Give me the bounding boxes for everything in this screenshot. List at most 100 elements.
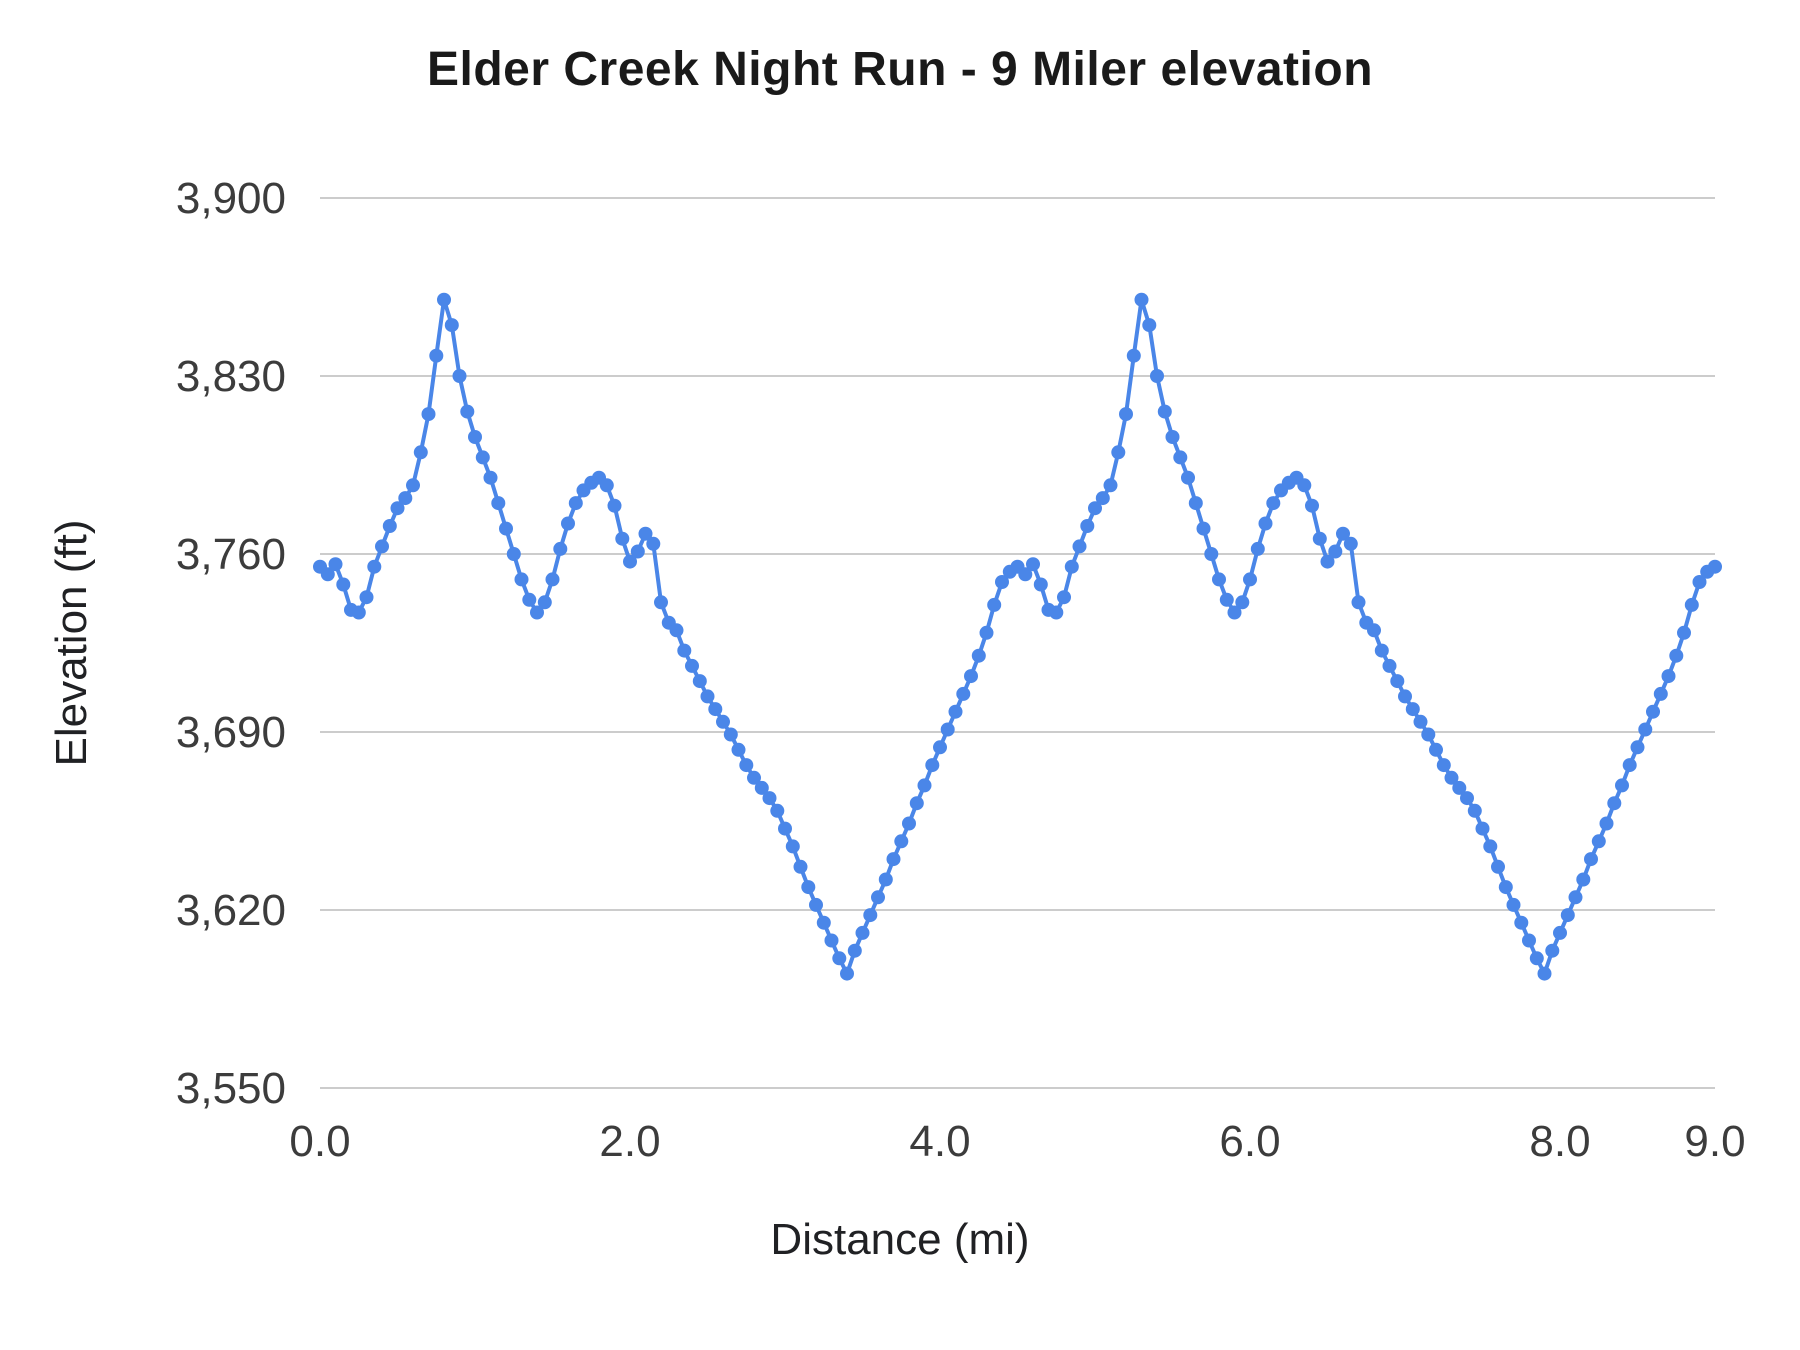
data-point [468, 430, 482, 444]
data-point [1103, 478, 1118, 493]
data-point [1584, 852, 1598, 867]
data-point [1243, 572, 1257, 587]
data-point [723, 727, 738, 742]
data-point [382, 519, 397, 533]
data-point [1064, 559, 1079, 574]
data-point [1429, 742, 1443, 757]
data-point [1514, 915, 1529, 930]
elevation-line [318, 297, 1717, 976]
data-point [847, 943, 862, 958]
data-point [1630, 740, 1645, 755]
data-point [1398, 689, 1412, 704]
data-point [646, 536, 661, 551]
data-point [995, 575, 1009, 589]
data-point [1165, 430, 1180, 444]
data-point [1615, 778, 1629, 793]
data-point [809, 897, 823, 912]
data-point [499, 521, 513, 536]
data-point [1297, 478, 1312, 493]
data-point [475, 450, 490, 465]
data-point [1351, 595, 1366, 610]
data-point [1336, 526, 1350, 541]
data-point [1072, 539, 1087, 554]
x-tick-label: 4.0 [909, 1117, 970, 1166]
data-point [1320, 554, 1335, 569]
data-point [1305, 498, 1319, 513]
data-point [1057, 590, 1071, 605]
data-point [1661, 669, 1676, 684]
data-point [1498, 880, 1513, 895]
data-point [816, 915, 831, 930]
data-point [1599, 816, 1614, 831]
data-point [1382, 658, 1397, 673]
data-point [1134, 292, 1149, 307]
data-point [1196, 521, 1211, 536]
data-point [460, 404, 475, 419]
data-point [1568, 890, 1583, 905]
data-point [940, 722, 955, 737]
data-point [1591, 834, 1606, 849]
data-point [1692, 575, 1707, 589]
data-point [1080, 519, 1095, 533]
y-tick-label: 3,760 [176, 530, 286, 579]
data-point [747, 770, 761, 785]
data-point [1467, 803, 1482, 818]
data-point [1491, 859, 1505, 874]
data-point [1653, 686, 1668, 701]
data-point [832, 951, 847, 966]
data-point [367, 559, 382, 574]
data-point [1367, 623, 1381, 638]
data-point [793, 859, 808, 874]
data-point [1173, 450, 1188, 465]
data-point [1537, 966, 1552, 981]
data-point [886, 852, 901, 867]
data-point [1436, 758, 1451, 773]
data-point [1181, 470, 1195, 485]
data-point [568, 496, 583, 511]
data-point [1250, 541, 1265, 556]
data-point [615, 531, 630, 546]
data-point [1553, 925, 1567, 940]
data-point [1119, 407, 1133, 422]
data-point [359, 590, 374, 605]
data-point [801, 880, 816, 895]
data-point [708, 702, 723, 717]
data-point [1522, 933, 1536, 948]
data-point [909, 796, 924, 811]
data-point [1483, 839, 1498, 854]
data-point [530, 605, 544, 620]
data-point [762, 791, 777, 806]
data-point [390, 501, 405, 516]
data-point [320, 567, 335, 582]
data-point [770, 803, 785, 818]
chart-title: Elder Creek Night Run - 9 Miler elevatio… [426, 43, 1374, 96]
data-point [1374, 643, 1389, 658]
data-point [599, 478, 614, 493]
data-point [1150, 369, 1164, 383]
data-point [754, 780, 769, 795]
data-point [863, 908, 878, 923]
data-point [1475, 821, 1490, 836]
data-point [1188, 496, 1203, 511]
data-point [623, 554, 637, 569]
x-tick-label: 0.0 [289, 1117, 350, 1166]
data-point [1413, 714, 1428, 729]
data-point [917, 778, 932, 793]
data-point [1026, 557, 1040, 572]
data-point [328, 557, 343, 572]
data-point [1328, 544, 1343, 559]
data-point [444, 318, 459, 333]
data-point [506, 547, 521, 561]
data-point [1157, 404, 1172, 419]
data-point [1095, 491, 1110, 506]
data-point [731, 742, 746, 757]
data-point [1212, 572, 1226, 587]
data-point [537, 595, 552, 610]
data-point [398, 491, 413, 506]
data-point [638, 526, 653, 541]
data-point [522, 592, 537, 607]
data-point [1421, 727, 1436, 742]
data-point [1576, 872, 1591, 887]
